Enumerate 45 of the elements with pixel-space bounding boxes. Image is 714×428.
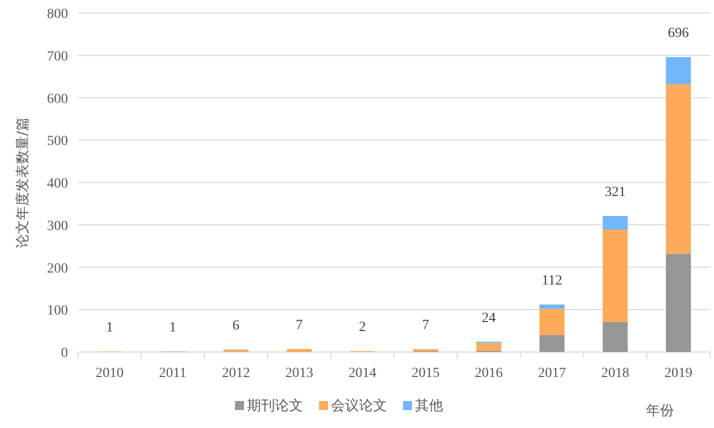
- total-label: 7: [422, 318, 430, 334]
- total-label: 112: [542, 274, 562, 289]
- y-tick-label: 0: [61, 346, 68, 361]
- x-tick-label: 2019: [664, 366, 692, 381]
- total-label: 7: [296, 318, 303, 334]
- y-tick-label: 200: [47, 261, 68, 276]
- x-tick-label: 2011: [159, 366, 187, 381]
- legend-label: 其他: [415, 398, 443, 414]
- total-label: 6: [232, 318, 240, 334]
- y-axis-title: 论文年度发表数量/篇: [15, 117, 31, 248]
- y-tick-label: 100: [47, 304, 68, 319]
- x-tick-label: 2013: [285, 366, 314, 381]
- bar: [666, 254, 691, 352]
- total-label: 1: [169, 320, 176, 336]
- x-tick-label: 2017: [538, 366, 566, 381]
- y-tick-label: 800: [47, 7, 68, 22]
- total-label: 24: [482, 310, 496, 326]
- x-tick-label: 2015: [412, 366, 440, 381]
- bar: [602, 230, 628, 322]
- x-axis-title: 年份: [646, 403, 674, 419]
- x-tick-label: 2012: [222, 366, 250, 381]
- x-tick-label: 2018: [601, 366, 630, 381]
- y-tick-label: 300: [47, 218, 68, 234]
- total-label: 1: [106, 320, 114, 336]
- bar: [602, 322, 628, 352]
- bar: [476, 343, 502, 351]
- y-tick-label: 500: [47, 134, 68, 150]
- y-tick-label: 600: [47, 92, 68, 107]
- x-tick-label: 2016: [474, 366, 503, 381]
- x-tick-label: 2010: [96, 366, 124, 381]
- bar: [540, 304, 564, 309]
- y-tick-label: 400: [47, 176, 68, 192]
- legend-label: 期刊论文: [247, 398, 303, 414]
- x-tick-label: 2014: [348, 366, 376, 381]
- bar: [602, 216, 628, 230]
- bar: [540, 308, 564, 336]
- bar: [666, 84, 691, 254]
- bar: [540, 335, 564, 352]
- bar: [286, 349, 312, 352]
- total-label: 696: [668, 26, 689, 42]
- total-label: 321: [604, 184, 626, 200]
- total-label: 2: [358, 320, 366, 336]
- bar: [666, 57, 691, 84]
- legend-label: 会议论文: [331, 398, 387, 414]
- y-tick-label: 700: [47, 49, 68, 64]
